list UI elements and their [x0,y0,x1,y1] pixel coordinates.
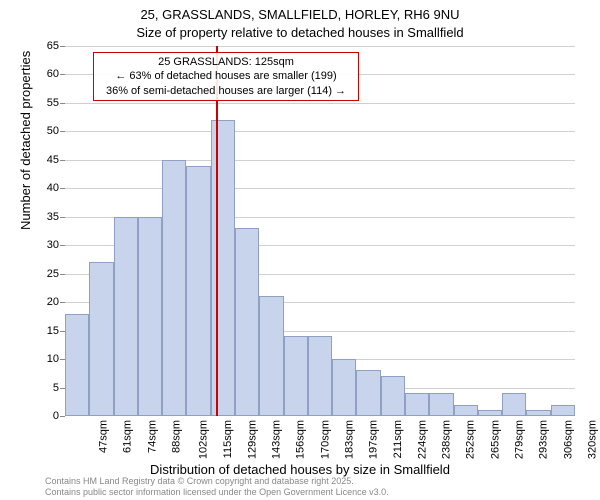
y-tick-label: 20 [47,296,59,308]
x-axis-label: Distribution of detached houses by size … [0,462,600,477]
histogram-bar [405,393,429,416]
x-tick-label: 306sqm [562,420,574,459]
x-tick-label: 74sqm [146,420,158,453]
histogram-bar [259,296,283,416]
y-tick-label: 5 [53,382,59,394]
x-tick-label: 238sqm [441,420,453,459]
x-tick-label: 102sqm [198,420,210,459]
x-tick-label: 183sqm [344,420,356,459]
x-tick-label: 252sqm [465,420,477,459]
x-tick-label: 279sqm [514,420,526,459]
x-tick-label: 47sqm [98,420,110,453]
x-tick-label: 197sqm [368,420,380,459]
histogram-bar [526,410,550,416]
footer-line1: Contains HM Land Registry data © Crown c… [45,476,389,487]
annotation-line1: 25 GRASSLANDS: 125sqm [98,55,354,69]
histogram-bar [454,405,478,416]
footer-line2: Contains public sector information licen… [45,487,389,498]
x-tick-label: 143sqm [271,420,283,459]
histogram-bar [186,166,210,416]
y-tick-label: 65 [47,40,59,52]
histogram-bar [478,410,502,416]
y-tick-label: 40 [47,182,59,194]
title-line2: Size of property relative to detached ho… [0,24,600,42]
y-tick-label: 25 [47,268,59,280]
chart-plot-area: 0510152025303540455055606547sqm61sqm74sq… [65,46,575,416]
x-tick-label: 88sqm [171,420,183,453]
y-tick-label: 55 [47,97,59,109]
x-tick-label: 170sqm [319,420,331,459]
y-tick-label: 10 [47,353,59,365]
x-tick-label: 224sqm [416,420,428,459]
y-tick-label: 0 [53,410,59,422]
histogram-bar [381,376,405,416]
histogram-bar [332,359,356,416]
x-tick-label: 156sqm [295,420,307,459]
x-tick-label: 320sqm [586,420,598,459]
attribution-footer: Contains HM Land Registry data © Crown c… [45,476,389,498]
y-tick-label: 60 [47,68,59,80]
x-tick-label: 61sqm [122,420,134,453]
title-line1: 25, GRASSLANDS, SMALLFIELD, HORLEY, RH6 … [0,6,600,24]
histogram-bar [114,217,138,416]
y-tick-label: 50 [47,125,59,137]
gridline [65,160,575,161]
histogram-bar [356,370,380,416]
histogram-bar [429,393,453,416]
histogram-bar [65,314,89,416]
annotation-line2: ← 63% of detached houses are smaller (19… [98,69,354,83]
marker-annotation: 25 GRASSLANDS: 125sqm← 63% of detached h… [93,52,359,101]
histogram-bar [284,336,308,416]
histogram-bar [211,120,235,416]
y-axis-label: Number of detached properties [18,51,33,230]
x-tick-label: 115sqm [222,420,234,458]
histogram-bar [162,160,186,416]
y-tick-label: 45 [47,154,59,166]
gridline [65,103,575,104]
histogram-bar [551,405,575,416]
y-tick-label: 30 [47,239,59,251]
histogram-bar [89,262,113,416]
y-tick-label: 15 [47,325,59,337]
y-tick-label: 35 [47,211,59,223]
histogram-bar [138,217,162,416]
histogram-bar [235,228,259,416]
x-tick-label: 129sqm [246,420,258,459]
histogram-bar [502,393,526,416]
annotation-line3: 36% of semi-detached houses are larger (… [98,84,354,98]
gridline [65,131,575,132]
x-tick-label: 265sqm [489,420,501,459]
gridline [65,188,575,189]
x-tick-label: 211sqm [392,420,404,458]
x-tick-label: 293sqm [538,420,550,459]
histogram-bar [308,336,332,416]
gridline [65,46,575,47]
marker-line [216,46,218,416]
chart-title: 25, GRASSLANDS, SMALLFIELD, HORLEY, RH6 … [0,6,600,41]
